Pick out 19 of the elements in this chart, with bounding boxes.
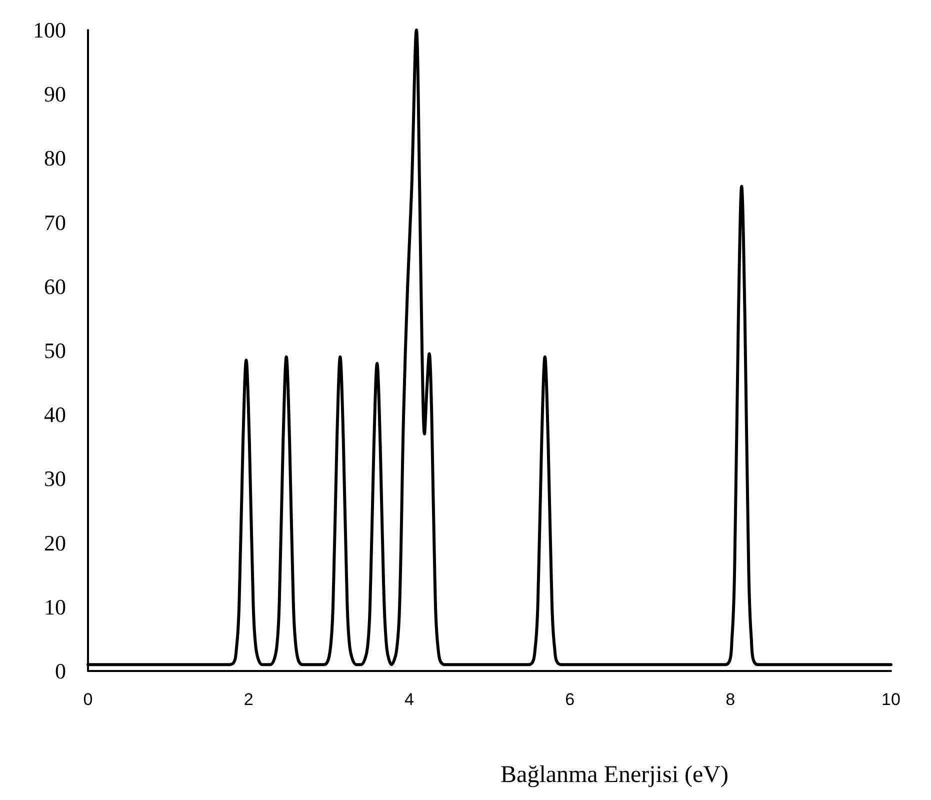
x-tick-label: 4	[404, 690, 414, 709]
y-tick-label: 100	[33, 18, 66, 42]
y-tick-label: 90	[44, 82, 66, 107]
y-tick-label: 60	[44, 274, 66, 299]
y-tick-label: 70	[44, 210, 66, 235]
x-tick-label: 6	[565, 690, 575, 709]
y-tick-label: 10	[44, 594, 66, 620]
y-tick-label: 30	[44, 466, 66, 492]
x-tick-label: 10	[882, 690, 900, 709]
x-tick-label: 0	[83, 690, 93, 709]
line-series	[86, 28, 892, 666]
x-axis-title: Bağlanma Enerjisi (eV)	[500, 762, 728, 788]
x-tick-label: 2	[244, 690, 254, 709]
x-tick-label: 8	[726, 690, 736, 709]
y-tick-label: 20	[44, 530, 66, 556]
y-tick-label: 40	[44, 402, 66, 428]
y-tick-label: 50	[44, 338, 66, 363]
y-tick-label: 80	[44, 146, 66, 171]
y-tick-label: 0	[55, 658, 66, 684]
